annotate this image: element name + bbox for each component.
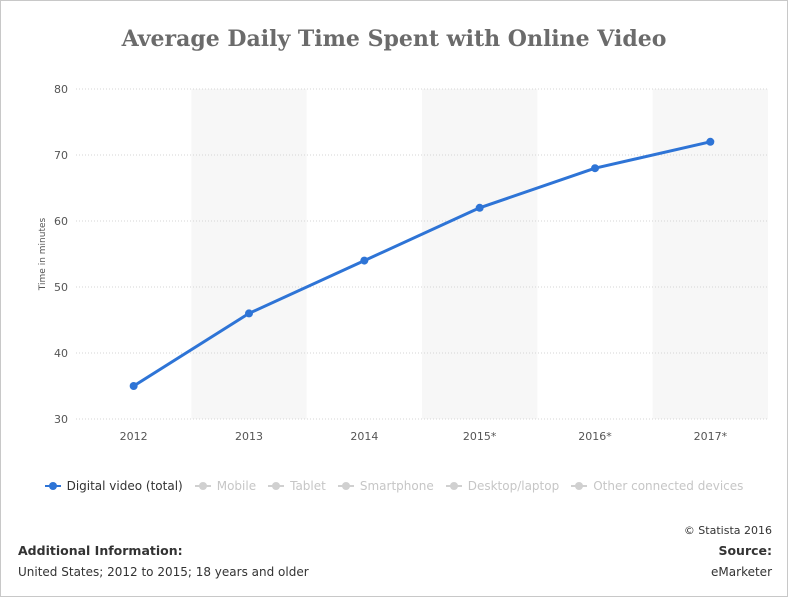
plot-band	[422, 89, 538, 419]
copyright-text[interactable]: © Statista 2016	[683, 524, 772, 537]
legend-item[interactable]: Desktop/laptop	[445, 479, 560, 493]
x-tick-label: 2016*	[578, 430, 612, 443]
y-tick-label: 40	[54, 347, 68, 360]
series-line	[132, 140, 712, 388]
legend-label: Other connected devices	[593, 479, 744, 493]
legend-label: Digital video (total)	[66, 479, 183, 493]
legend-marker-icon	[268, 481, 285, 491]
legend-label: Tablet	[290, 479, 326, 493]
data-point	[360, 256, 369, 265]
additional-info-heading: Additional Information:	[18, 543, 183, 558]
legend-label: Smartphone	[359, 479, 434, 493]
legend-marker-icon	[445, 481, 462, 491]
legend-marker-icon	[44, 481, 61, 491]
data-point	[591, 164, 599, 173]
data-point	[245, 309, 253, 318]
legend-item[interactable]: Mobile	[194, 479, 257, 493]
data-point	[475, 203, 484, 212]
x-tick-label: 2014	[350, 430, 378, 443]
chart-title: Average Daily Time Spent with Online Vid…	[121, 26, 667, 52]
y-axis-label: Time in minutes	[38, 218, 48, 292]
y-tick-label: 30	[54, 413, 68, 426]
chart-legend: Digital video (total) Mobile Tablet Smartph…	[0, 479, 788, 493]
additional-info-text: United States; 2012 to 2015; 18 years an…	[18, 565, 309, 579]
legend-item[interactable]: Other connected devices	[571, 479, 743, 493]
chart-plot-area: 30 40 50 60 70 80 Time in minutes 2012 2013 2014 2…	[38, 83, 768, 443]
source-heading: Source:	[718, 543, 772, 558]
x-tick-label: 2013	[235, 430, 263, 443]
legend-label: Desktop/laptop	[467, 479, 560, 493]
legend-marker-icon	[194, 481, 211, 491]
legend-label: Mobile	[216, 479, 257, 493]
data-point	[706, 137, 715, 146]
y-tick-label: 80	[54, 83, 68, 96]
source-text[interactable]: eMarketer	[711, 565, 772, 579]
x-tick-label: 2017*	[694, 430, 728, 443]
legend-item[interactable]: Tablet	[268, 479, 326, 493]
legend-item[interactable]: Digital video (total)	[44, 479, 183, 493]
legend-marker-icon	[571, 481, 588, 491]
y-tick-label: 60	[54, 215, 68, 228]
x-tick-label: 2015*	[463, 430, 497, 443]
y-tick-label: 50	[54, 281, 68, 294]
y-tick-label: 70	[54, 149, 68, 162]
x-tick-label: 2012	[120, 430, 148, 443]
legend-item[interactable]: Smartphone	[337, 479, 434, 493]
data-point	[129, 382, 138, 390]
legend-marker-icon	[337, 481, 354, 491]
plot-band	[191, 89, 307, 419]
